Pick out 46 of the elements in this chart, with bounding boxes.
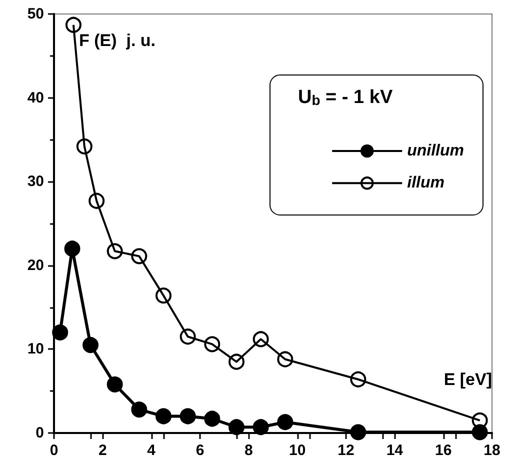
point (204, 336, 220, 352)
x-tick-label: 16 (434, 442, 452, 459)
x-tick-label: 10 (288, 442, 306, 459)
point (82, 337, 98, 354)
x-tick-label: 2 (98, 442, 107, 459)
point (88, 192, 105, 209)
point (252, 331, 269, 348)
point (106, 376, 123, 392)
y-tick-label: 50 (27, 6, 44, 22)
x-axis-title: E [eV] (444, 370, 492, 389)
point (64, 240, 80, 257)
legend-label: unillum (407, 142, 464, 160)
y-tick-label: 10 (27, 340, 44, 358)
y-axis-title: F (E) j. u. (79, 31, 156, 50)
point (472, 412, 488, 428)
point (131, 402, 148, 418)
x-tick-label: 0 (50, 442, 58, 459)
point (65, 16, 82, 33)
x-tick-label: 8 (244, 442, 253, 459)
point (228, 419, 244, 436)
point (76, 138, 92, 154)
point (52, 324, 68, 340)
point (180, 328, 196, 345)
point (252, 419, 269, 436)
x-tick-label: 18 (484, 442, 500, 459)
point (350, 424, 366, 440)
point (106, 243, 123, 260)
point (204, 410, 220, 427)
point (277, 351, 294, 368)
point (228, 354, 244, 370)
point (156, 408, 172, 424)
legend-label: illum (407, 174, 444, 192)
y-tick-label: 30 (27, 173, 44, 190)
point (156, 288, 172, 304)
y-tick-label: 0 (36, 424, 44, 442)
x-tick-label: 12 (338, 442, 354, 459)
x-tick-label: 14 (386, 442, 404, 459)
point (180, 408, 196, 424)
x-tick-label: 4 (147, 442, 156, 459)
y-tick-label: 40 (27, 89, 44, 106)
legend-title: Ub = - 1 kV (298, 87, 393, 108)
point (131, 248, 148, 264)
x-tick-label: 6 (196, 442, 204, 459)
point (277, 414, 294, 430)
point (350, 371, 366, 388)
y-tick-label: 20 (27, 256, 44, 274)
